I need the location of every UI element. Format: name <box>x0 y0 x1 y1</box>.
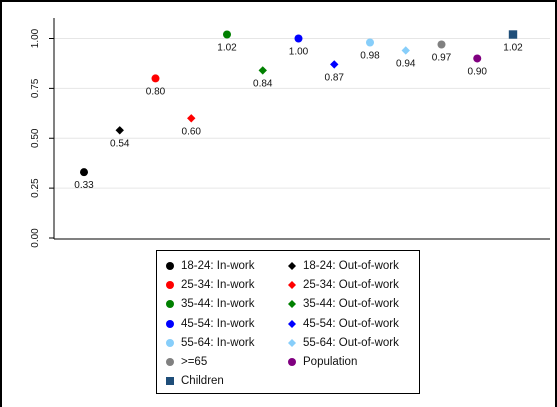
circle-icon <box>166 261 174 270</box>
data-label: 0.90 <box>468 66 488 77</box>
legend-marker <box>288 261 296 270</box>
legend-marker <box>166 338 174 347</box>
data-point <box>187 114 196 123</box>
data-label: 0.94 <box>396 58 416 69</box>
legend-label: Population <box>303 356 358 369</box>
circle-icon <box>166 280 174 289</box>
data-point <box>508 30 518 39</box>
data-label: 1.02 <box>503 43 523 54</box>
legend-label: 25-34: Out-of-work <box>303 278 399 291</box>
data-label: 0.84 <box>253 78 273 89</box>
circle-icon <box>166 319 174 328</box>
legend-item: Population <box>287 352 417 371</box>
legend-item: >=65 <box>165 352 287 371</box>
y-tick-label: 0.75 <box>30 78 41 98</box>
data-label: 1.02 <box>217 43 237 54</box>
legend-label: 45-54: In-work <box>181 317 255 330</box>
data-point <box>258 66 267 75</box>
data-point <box>437 40 446 49</box>
legend-label: 18-24: In-work <box>181 259 255 272</box>
y-tick-label: 0.25 <box>30 178 41 198</box>
legend-item: 55-64: In-work <box>165 333 287 352</box>
legend-marker <box>288 338 296 347</box>
data-point <box>401 46 410 55</box>
legend-marker <box>166 319 174 328</box>
legend-label: 55-64: In-work <box>181 336 255 349</box>
data-point <box>473 54 482 63</box>
legend-grid: 18-24: In-work 18-24: Out-of-work 25-34: I… <box>165 256 413 391</box>
legend-label: 55-64: Out-of-work <box>303 336 399 349</box>
legend-marker <box>288 280 296 289</box>
legend-marker <box>166 358 174 367</box>
data-label: 0.97 <box>432 52 452 63</box>
data-label: 0.60 <box>182 126 202 137</box>
data-point <box>115 126 124 135</box>
circle-icon <box>166 338 174 347</box>
legend-marker <box>166 300 174 309</box>
chart-plot: 0.00 0.25 0.50 0.75 1.00 0.33 0.54 0.80 0.60 1.02… <box>30 18 550 248</box>
circle-icon <box>166 300 174 309</box>
legend-item: 35-44: Out-of-work <box>287 295 417 314</box>
legend-marker <box>166 377 174 386</box>
legend-label: 35-44: Out-of-work <box>303 298 399 311</box>
data-label: 0.33 <box>74 180 94 191</box>
legend-marker <box>166 261 174 270</box>
legend-item: 18-24: Out-of-work <box>287 256 417 275</box>
data-label: 0.87 <box>325 72 345 83</box>
legend-marker <box>166 280 174 289</box>
diamond-icon <box>288 261 296 270</box>
y-tick-label: 0.00 <box>30 228 41 248</box>
legend-item: 35-44: In-work <box>165 295 287 314</box>
legend-item: 55-64: Out-of-work <box>287 333 417 352</box>
legend-item: 45-54: Out-of-work <box>287 314 417 333</box>
data-point <box>151 74 160 83</box>
legend-label: 18-24: Out-of-work <box>303 259 399 272</box>
data-point <box>366 38 374 47</box>
legend-marker <box>288 300 296 309</box>
legend-label: 25-34: In-work <box>181 278 255 291</box>
legend-item: Children <box>165 372 287 391</box>
legend-label: >=65 <box>181 356 208 369</box>
data-point <box>330 60 339 69</box>
diamond-icon <box>288 338 296 347</box>
chart-legend: 18-24: In-work 18-24: Out-of-work 25-34: I… <box>156 250 420 394</box>
legend-marker <box>288 358 296 367</box>
circle-icon <box>288 358 296 367</box>
circle-icon <box>166 358 174 367</box>
legend-item: 18-24: In-work <box>165 256 287 275</box>
data-label: 1.00 <box>289 47 309 58</box>
y-tick-label: 0.50 <box>30 128 41 148</box>
data-point <box>80 168 88 177</box>
square-icon <box>166 377 174 386</box>
legend-item: 25-34: Out-of-work <box>287 275 417 294</box>
diamond-icon <box>288 300 296 309</box>
data-point <box>223 30 231 39</box>
legend-item: 45-54: In-work <box>165 314 287 333</box>
legend-label: 35-44: In-work <box>181 298 255 311</box>
legend-label: 45-54: Out-of-work <box>303 317 399 330</box>
data-label: 0.80 <box>146 86 166 97</box>
diamond-icon <box>288 319 296 328</box>
diamond-icon <box>288 280 296 289</box>
data-label: 0.98 <box>360 50 380 61</box>
y-tick-label: 1.00 <box>30 28 41 48</box>
data-point <box>294 34 303 43</box>
legend-item: 25-34: In-work <box>165 275 287 294</box>
legend-label: Children <box>181 375 224 388</box>
data-label: 0.54 <box>110 138 130 149</box>
legend-marker <box>288 319 296 328</box>
